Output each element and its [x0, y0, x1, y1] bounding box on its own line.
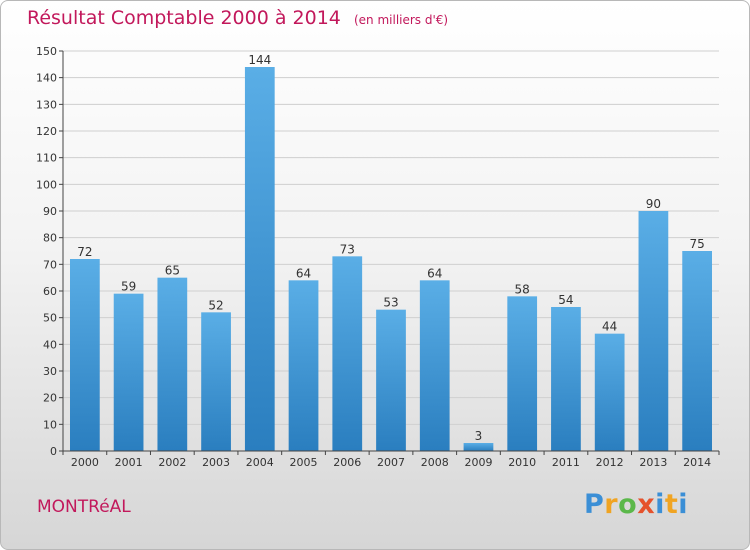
- logo-letter: i: [655, 489, 665, 520]
- x-tick-label: 2011: [552, 456, 580, 469]
- y-tick-label: 20: [43, 392, 57, 405]
- data-label: 53: [383, 296, 398, 310]
- bar: [551, 307, 581, 451]
- x-tick-label: 2013: [639, 456, 667, 469]
- logo-letter: r: [604, 489, 619, 520]
- data-label: 144: [248, 53, 271, 67]
- data-label: 54: [558, 293, 573, 307]
- logo-letter: o: [618, 489, 638, 520]
- data-label: 64: [427, 266, 442, 280]
- data-label: 64: [296, 266, 311, 280]
- bar: [419, 280, 450, 451]
- bar: [682, 251, 713, 451]
- y-tick-label: 110: [36, 152, 57, 165]
- bar: [113, 293, 144, 451]
- y-tick-label: 80: [43, 232, 57, 245]
- logo-letter: t: [664, 489, 679, 520]
- y-tick-label: 50: [43, 312, 57, 325]
- y-tick-label: 100: [36, 178, 57, 191]
- bars: 72 59 65 52 144 64 73 53 64 3 58 54 44 90 75: [69, 53, 713, 451]
- y-tick-label: 30: [43, 365, 57, 378]
- x-tick-label: 2012: [596, 456, 624, 469]
- bar: [157, 277, 188, 451]
- data-label: 65: [165, 264, 180, 278]
- x-tick-label: 2008: [421, 456, 449, 469]
- y-tick-label: 140: [36, 72, 57, 85]
- x-tick-label: 2003: [202, 456, 230, 469]
- bar: [594, 333, 625, 451]
- chart-subtitle: (en milliers d'€): [353, 13, 449, 27]
- y-tick-label: 0: [50, 445, 57, 458]
- data-label: 3: [475, 429, 483, 443]
- y-tick-label: 60: [43, 285, 57, 298]
- logo-letter: i: [678, 489, 689, 520]
- x-tick-label: 2004: [246, 456, 274, 469]
- city-name: MONTRéAL: [37, 497, 131, 517]
- x-tick-label: 2001: [115, 456, 143, 469]
- y-tick-label: 130: [36, 98, 57, 111]
- y-tick-label: 70: [43, 258, 57, 271]
- y-tick-label: 10: [43, 418, 57, 431]
- bar: [244, 67, 275, 451]
- data-label: 58: [515, 282, 530, 296]
- bar: [376, 309, 406, 451]
- bar: [201, 312, 231, 451]
- axes: 0 10 20 30 40 50 60 70 80 90 100 110 120 130 140 150 200…: [36, 45, 720, 469]
- chart-title: Résultat Comptable 2000 à 2014: [27, 7, 341, 29]
- x-tick-label: 2002: [158, 456, 186, 469]
- x-tick-label: 2006: [333, 456, 361, 469]
- data-label: 72: [77, 245, 92, 259]
- x-tick-label: 2000: [71, 456, 99, 469]
- data-label: 75: [689, 237, 704, 251]
- y-tick-label: 40: [43, 338, 57, 351]
- y-tick-label: 150: [36, 45, 57, 58]
- y-tick-label: 120: [36, 125, 57, 138]
- logo-letter: P: [584, 489, 605, 520]
- logo-letter: x: [637, 489, 656, 520]
- x-tick-label: 2009: [464, 456, 492, 469]
- bar: [69, 259, 100, 451]
- bar: [332, 256, 363, 451]
- title-row: Résultat Comptable 2000 à 2014 (en milli…: [27, 7, 448, 29]
- bar: [638, 211, 669, 451]
- data-label: 73: [340, 242, 355, 256]
- data-label: 59: [121, 280, 136, 294]
- bar: [288, 280, 319, 451]
- y-tick-label: 90: [43, 205, 57, 218]
- x-tick-label: 2007: [377, 456, 405, 469]
- proxiti-logo: Proxiti: [584, 489, 688, 520]
- data-label: 44: [602, 320, 617, 334]
- bar: [463, 443, 494, 451]
- data-label: 52: [208, 298, 223, 312]
- bar: [507, 296, 538, 451]
- x-tick-label: 2010: [508, 456, 536, 469]
- data-label: 90: [646, 197, 661, 211]
- x-tick-label: 2005: [290, 456, 318, 469]
- x-tick-label: 2014: [683, 456, 711, 469]
